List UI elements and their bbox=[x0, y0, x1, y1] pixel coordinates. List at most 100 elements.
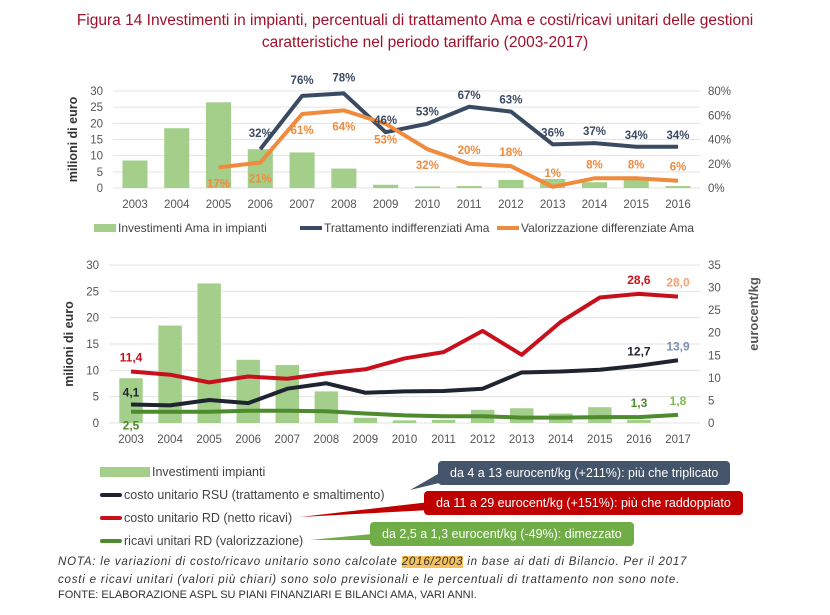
x-tick-label: 2016 bbox=[626, 434, 652, 446]
x-tick-label: 2015 bbox=[587, 434, 613, 446]
data-label: 1,8 bbox=[670, 394, 687, 408]
legend-label: Trattamento indifferenziati Ama bbox=[324, 221, 490, 235]
data-label: 67% bbox=[458, 90, 481, 102]
x-tick-label: 2013 bbox=[540, 199, 566, 211]
data-label: 76% bbox=[291, 75, 314, 87]
data-label: 28,0 bbox=[666, 276, 690, 290]
y2-tick-label: 20 bbox=[708, 328, 721, 340]
bar bbox=[665, 186, 691, 188]
legend-rd-revenue: ricavi unitari RD (valorizzazione) bbox=[100, 534, 303, 548]
legend-label: costo unitario RD (netto ricavi) bbox=[124, 511, 293, 525]
bar bbox=[122, 160, 148, 188]
x-tick-label: 2012 bbox=[470, 434, 496, 446]
data-label: 21% bbox=[249, 174, 272, 186]
x-tick-label: 2010 bbox=[415, 199, 441, 211]
x-tick-label: 2016 bbox=[665, 199, 691, 211]
x-tick-label: 2008 bbox=[314, 434, 340, 446]
bar bbox=[581, 182, 607, 188]
y-tick-label: 25 bbox=[86, 286, 99, 298]
callout-pointer bbox=[310, 534, 372, 540]
series-line bbox=[130, 358, 679, 408]
y-tick-label: 15 bbox=[90, 135, 103, 147]
legend-label: Valorizzazione differenziate Ama bbox=[521, 221, 694, 235]
x-tick-label: 2017 bbox=[665, 434, 691, 446]
data-label: 64% bbox=[332, 121, 355, 133]
x-tick-label: 2009 bbox=[373, 199, 399, 211]
bar bbox=[331, 168, 357, 188]
y2-tick-label: 15 bbox=[708, 350, 721, 362]
x-tick-label: 2005 bbox=[206, 199, 232, 211]
bar bbox=[197, 283, 221, 423]
data-label: 11,4 bbox=[120, 351, 143, 365]
x-tick-label: 2006 bbox=[235, 434, 261, 446]
bar bbox=[588, 407, 612, 423]
y-tick-label: 20 bbox=[86, 313, 99, 325]
x-tick-label: 2003 bbox=[122, 199, 148, 211]
data-label: 53% bbox=[374, 135, 397, 147]
y2-tick-label: 80% bbox=[708, 86, 731, 98]
data-label: 32% bbox=[416, 160, 439, 172]
note: NOTA: le variazioni di costo/ricavo unit… bbox=[58, 553, 687, 589]
bar bbox=[373, 184, 399, 188]
figure-title: Figura 14 Investimenti in impianti, perc… bbox=[0, 10, 830, 54]
x-tick-label: 2013 bbox=[509, 434, 535, 446]
callout-rsu: da 4 a 13 eurocent/kg (+211%): più che t… bbox=[438, 461, 731, 485]
series-line bbox=[218, 108, 679, 189]
note-highlight: 2016/2003 bbox=[401, 556, 464, 568]
data-label: 28,6 bbox=[627, 273, 651, 287]
bar bbox=[353, 417, 378, 423]
x-tick-label: 2015 bbox=[623, 199, 649, 211]
data-label: 1% bbox=[544, 168, 561, 180]
bar bbox=[431, 419, 456, 423]
data-label: 2,5 bbox=[123, 419, 140, 433]
y-tick-label: 5 bbox=[97, 167, 103, 179]
legend-swatch bbox=[94, 224, 116, 232]
x-tick-label: 2006 bbox=[248, 199, 274, 211]
y-tick-label: 0 bbox=[97, 183, 103, 195]
bar bbox=[414, 186, 440, 188]
legend-label: ricavi unitari RD (valorizzazione) bbox=[124, 534, 304, 548]
y-axis-label: milioni di euro bbox=[62, 301, 76, 387]
y-tick-label: 15 bbox=[86, 339, 99, 351]
data-label: 18% bbox=[499, 147, 522, 159]
bar bbox=[392, 420, 417, 423]
y2-tick-label: 30 bbox=[708, 283, 721, 295]
data-label: 8% bbox=[628, 159, 645, 171]
data-label: 4,1 bbox=[123, 385, 140, 399]
series-line bbox=[258, 91, 678, 151]
bar bbox=[164, 128, 190, 188]
y2-tick-label: 0 bbox=[708, 418, 714, 430]
x-tick-label: 2011 bbox=[431, 434, 456, 446]
x-tick-label: 2004 bbox=[164, 199, 190, 211]
y-axis-label: milioni di euro bbox=[66, 96, 80, 182]
x-tick-label: 2007 bbox=[289, 199, 315, 211]
y-tick-label: 0 bbox=[93, 418, 99, 430]
data-label: 13,9 bbox=[666, 339, 690, 353]
x-tick-label: 2005 bbox=[196, 434, 222, 446]
y2-tick-label: 10 bbox=[708, 373, 721, 385]
y2-tick-label: 20% bbox=[708, 159, 731, 171]
data-label: 17% bbox=[207, 178, 230, 190]
y-tick-label: 25 bbox=[90, 102, 103, 114]
callout-rd-revenue: da 2,5 a 1,3 eurocent/kg (-49%): dimezza… bbox=[370, 522, 634, 546]
note-text: in base ai dati di Bilancio. Per il 2017 bbox=[463, 556, 688, 568]
bar bbox=[236, 359, 260, 423]
data-label: 20% bbox=[458, 145, 481, 157]
x-tick-label: 2014 bbox=[548, 434, 574, 446]
x-tick-label: 2011 bbox=[457, 199, 482, 211]
y2-tick-label: 0% bbox=[708, 183, 725, 195]
data-label: 34% bbox=[625, 130, 648, 142]
series-line bbox=[130, 291, 679, 385]
title-line-2: caratteristiche nel periodo tariffario (… bbox=[261, 34, 589, 51]
data-label: 63% bbox=[499, 95, 522, 107]
bar bbox=[627, 419, 651, 423]
callout-pointer bbox=[300, 502, 430, 517]
series-line bbox=[131, 408, 679, 420]
data-label: 8% bbox=[586, 159, 603, 171]
x-tick-label: 2007 bbox=[274, 434, 300, 446]
bar bbox=[540, 178, 566, 188]
note-text: NOTA: le variazioni di costo/ricavo unit… bbox=[58, 556, 402, 568]
bar bbox=[456, 186, 482, 188]
y2-tick-label: 60% bbox=[708, 110, 731, 122]
y2-tick-label: 5 bbox=[708, 395, 714, 407]
